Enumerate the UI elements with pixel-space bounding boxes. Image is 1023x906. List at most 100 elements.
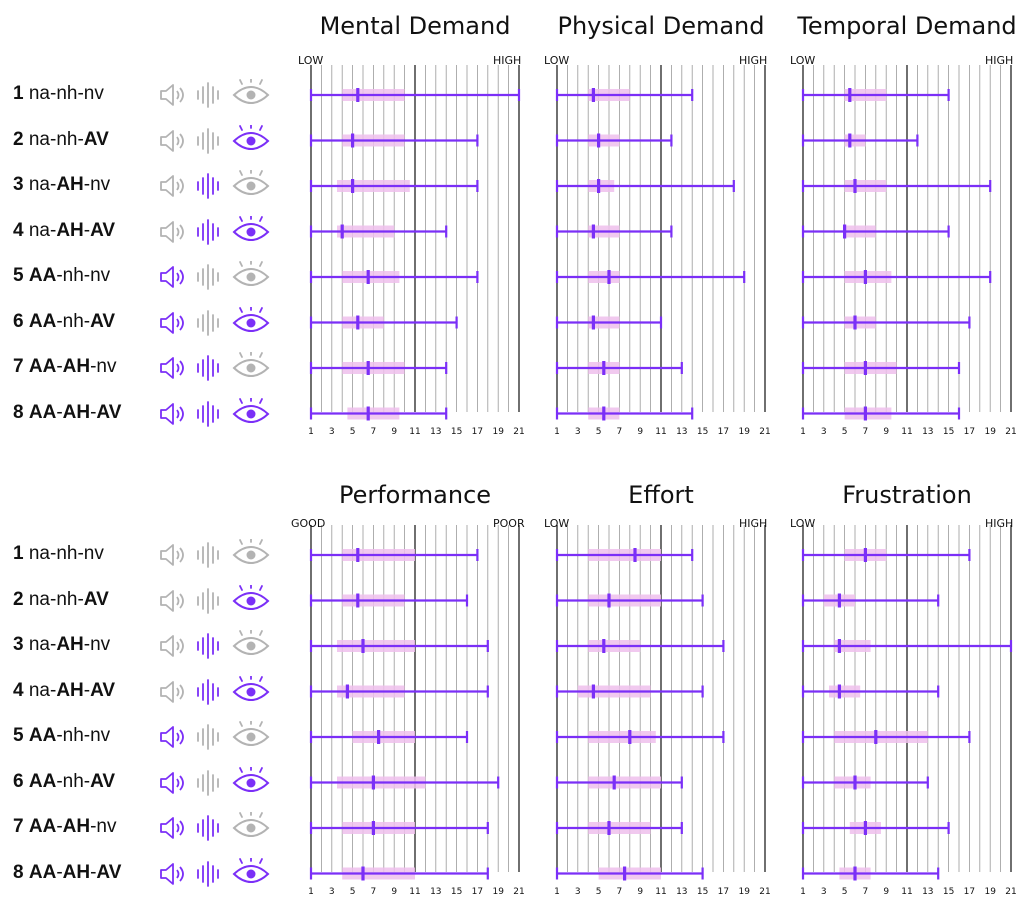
eye-icon (232, 630, 270, 655)
tick-label: 17 (472, 427, 483, 437)
vibration-icon (197, 218, 219, 245)
eye-icon (232, 261, 270, 286)
scale-low-label: LOW (298, 54, 324, 67)
condition-label: 3 na-AH-nv (13, 174, 110, 196)
chart-title: Effort (628, 481, 694, 509)
condition-code-part: - (56, 265, 63, 286)
condition-code-part: - (83, 634, 91, 655)
condition-number: 7 (13, 816, 24, 837)
condition-code-part: na (28, 634, 50, 655)
condition-code-part: - (50, 128, 57, 150)
condition-code-part: - (83, 679, 91, 701)
tick-label: 17 (964, 427, 975, 437)
condition-code-part: AH (56, 634, 84, 655)
tick-label: 5 (596, 887, 602, 897)
tick-label: 21 (513, 887, 524, 897)
tick-label: 3 (821, 887, 827, 897)
condition-code-part: AH (62, 816, 91, 837)
condition-code-part: nh (62, 725, 84, 746)
tick-label: 19 (738, 887, 750, 897)
tick-label: 7 (863, 887, 869, 897)
condition-code-part: - (83, 310, 91, 332)
scale-high-label: HIGH (985, 517, 1014, 530)
speaker-icon (160, 84, 184, 106)
tick-label: 1 (554, 427, 560, 437)
condition-code-part: nh (62, 770, 84, 792)
condition-code-part: AA (28, 401, 57, 423)
condition-code-part: AH (62, 356, 91, 377)
vibration-icon (197, 815, 219, 841)
condition-code-part: AA (28, 725, 57, 746)
tick-label: 1 (800, 427, 806, 437)
tick-label: 21 (513, 427, 524, 437)
condition-code-part: AH (56, 219, 84, 241)
condition-code-part: nh (56, 83, 78, 104)
vibration-icon (197, 400, 219, 427)
condition-code-part: AV (90, 770, 116, 792)
condition-code-part: AV (90, 679, 116, 701)
condition-code-part: AA (28, 770, 57, 792)
tick-label: 9 (391, 887, 397, 897)
condition-code-part: na (28, 588, 50, 610)
tick-label: 13 (676, 887, 687, 897)
condition-code-part: nv (90, 265, 111, 286)
condition-label: 4 na-AH-AV (13, 220, 115, 242)
condition-code-part: AA (28, 816, 57, 837)
eye-icon (232, 124, 270, 150)
condition-number: 2 (13, 588, 24, 610)
tick-label: 11 (655, 887, 666, 897)
condition-number: 1 (13, 83, 24, 104)
condition-code-part: - (50, 219, 57, 241)
tick-label: 21 (1005, 427, 1016, 437)
eye-icon (232, 675, 270, 701)
condition-code-part: nh (62, 265, 84, 286)
tick-label: 21 (759, 887, 770, 897)
chart-title: Temporal Demand (797, 12, 1017, 40)
condition-number: 8 (13, 401, 24, 423)
tick-label: 9 (883, 887, 889, 897)
vibration-icon (197, 542, 219, 568)
eye-icon (232, 397, 270, 423)
condition-code-part: - (50, 543, 57, 564)
condition-number: 7 (13, 356, 24, 377)
speaker-icon (160, 680, 184, 703)
tick-label: 19 (984, 427, 996, 437)
chart-panel-4: 1 3 5 7 9 11 13 15 17 19 21 (308, 525, 525, 897)
tick-label: 11 (655, 427, 666, 437)
tick-label: 7 (617, 887, 623, 897)
condition-code-part: AA (28, 265, 57, 286)
tick-label: 1 (554, 887, 560, 897)
eye-icon (232, 352, 270, 377)
scale-high-label: HIGH (985, 54, 1014, 67)
tick-label: 21 (1005, 887, 1016, 897)
condition-code-part: AH (56, 679, 84, 701)
eye-icon (232, 539, 270, 564)
tick-label: 1 (308, 887, 314, 897)
condition-code-part: nv (90, 725, 111, 746)
condition-code-part: nv (96, 356, 117, 377)
condition-code-part: nh (56, 588, 78, 610)
condition-label: 7 AA-AH-nv (13, 816, 117, 838)
tick-label: 11 (409, 887, 420, 897)
eye-icon (232, 215, 270, 241)
condition-code-part: - (90, 401, 97, 423)
speaker-icon (160, 129, 184, 152)
condition-code-part: AA (28, 356, 57, 377)
tick-label: 15 (451, 887, 462, 897)
tick-label: 19 (738, 427, 750, 437)
vibration-icon (197, 633, 219, 659)
condition-code-part: nv (90, 174, 111, 195)
tick-label: 5 (596, 427, 602, 437)
tick-label: 13 (922, 427, 933, 437)
condition-code-part: - (56, 770, 63, 792)
tick-label: 1 (800, 887, 806, 897)
chart-title: Mental Demand (319, 12, 511, 40)
vibration-icon (197, 309, 219, 336)
condition-label: 5 AA-nh-nv (13, 265, 110, 287)
speaker-icon (160, 402, 184, 425)
condition-code-part: - (56, 356, 63, 377)
condition-label: 7 AA-AH-nv (13, 356, 117, 378)
condition-code-part: AA (28, 310, 57, 332)
tick-label: 7 (617, 427, 623, 437)
condition-code-part: - (83, 725, 91, 746)
